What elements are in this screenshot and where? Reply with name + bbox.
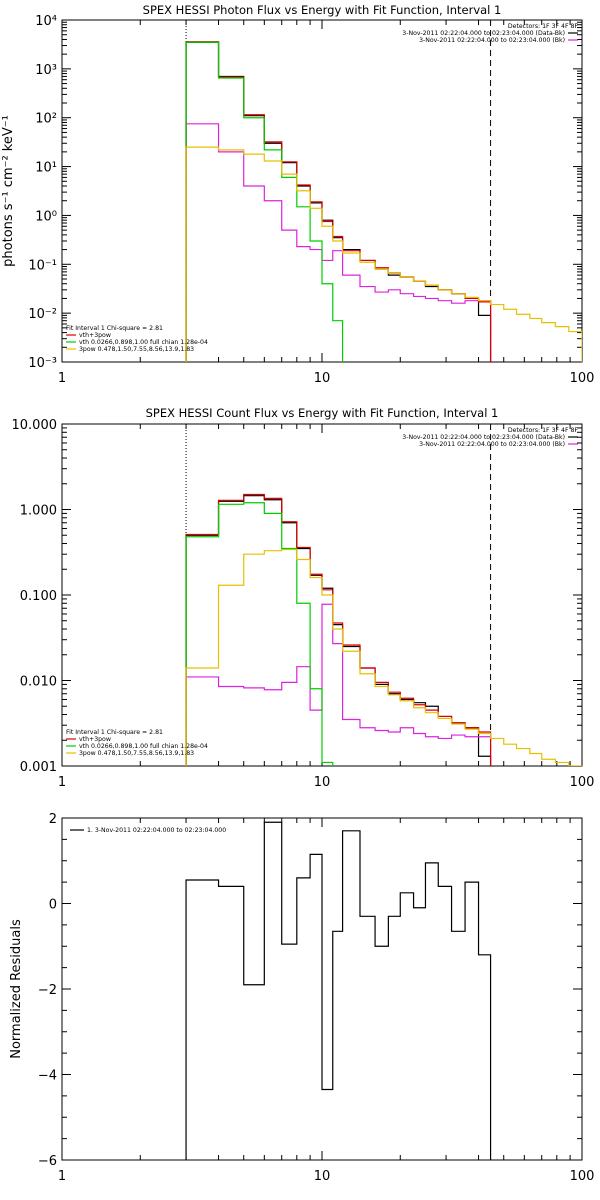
y-tick-label: 10⁴ <box>35 14 57 29</box>
y-tick-label: 0.001 <box>20 760 57 775</box>
y-tick-label: 10⁻³ <box>28 356 57 371</box>
x-tick-label: 100 <box>570 1169 595 1184</box>
x-tick-label: 1 <box>58 775 66 790</box>
y-tick-label: 10¹ <box>35 161 57 176</box>
y-tick-label: 10⁻² <box>28 307 57 322</box>
y-tick-label: 0.010 <box>20 675 57 690</box>
residuals-panel: Normalized Residuals 1 10 100 −6 −4 −2 0 2 1. 3-… <box>9 812 594 1184</box>
photon-flux-panel: SPEX HESSI Photon Flux vs Energy with Fi… <box>1 3 594 386</box>
x-tick-label: 1 <box>58 371 66 386</box>
series-line-0 <box>185 821 492 1160</box>
x-tick-label: 100 <box>570 775 595 790</box>
y-tick-label: 10³ <box>35 63 57 78</box>
y-tick-label: −2 <box>38 983 57 998</box>
y-tick-label: −4 <box>38 1069 57 1084</box>
y-tick-label: 2 <box>49 812 57 827</box>
legend-entry: 3-Nov-2011 02:22:04.000 to 02:23:04.000 … <box>402 434 565 441</box>
series-line-0 <box>185 495 492 766</box>
photon-flux-ylabel: photons s⁻¹ cm⁻² keV⁻¹ <box>1 115 16 267</box>
series-line-2 <box>185 493 492 766</box>
y-tick-label: 0 <box>49 898 57 913</box>
y-tick-label: 1.000 <box>20 504 57 519</box>
legend-header: Fit Interval 1 Chi-square = 2.81 <box>66 729 163 736</box>
count-flux-panel: SPEX HESSI Count Flux vs Energy with Fit… <box>12 406 595 790</box>
legend-entry: 3pow 0.478,1.50,7.55,8.56,13.9,1.83 <box>79 750 194 757</box>
x-tick-label: 10 <box>314 1169 331 1184</box>
legend-header: Detectors: 1F 3F 4F 8F <box>508 427 579 434</box>
count-flux-title: SPEX HESSI Count Flux vs Energy with Fit… <box>146 406 499 420</box>
series-line-3 <box>185 502 344 766</box>
series-line-1 <box>185 123 492 362</box>
y-tick-label: 10² <box>35 112 57 127</box>
series-line-3 <box>185 41 361 362</box>
legend-entry: 3pow 0.478,1.50,7.55,8.56,13.9,1.83 <box>79 346 194 353</box>
legend-entry: vth 0.0266,0.898,1.00 full chian 1.28e-0… <box>79 339 208 346</box>
series-line-2 <box>185 41 492 362</box>
x-tick-label: 10 <box>314 775 331 790</box>
y-tick-label: 10.000 <box>12 418 58 433</box>
residuals-ylabel: Normalized Residuals <box>9 919 24 1059</box>
series-line-0 <box>185 41 492 362</box>
axes-frame <box>61 19 583 363</box>
legend-header: Detectors: 1F 3F 4F 8F <box>508 23 579 30</box>
y-tick-label: 10⁰ <box>35 209 57 224</box>
legend-entry: vth+3pow <box>79 736 111 743</box>
legend-entry: 3-Nov-2011 02:22:04.000 to 02:23:04.000 … <box>419 441 565 448</box>
x-tick-label: 1 <box>58 1169 66 1184</box>
legend-header: Fit Interval 1 Chi-square = 2.81 <box>66 325 163 332</box>
legend-entry: vth+3pow <box>79 332 111 339</box>
legend-entry: vth 0.0266,0.898,1.00 full chian 1.28e-0… <box>79 743 208 750</box>
x-tick-label: 10 <box>314 371 331 386</box>
y-tick-label: −6 <box>38 1154 57 1169</box>
y-tick-label: 0.100 <box>20 589 57 604</box>
legend-entry: 1. 3-Nov-2011 02:22:04.000 to 02:23:04.0… <box>87 827 226 834</box>
legend-entry: 3-Nov-2011 02:22:04.000 to 02:23:04.000 … <box>419 37 565 44</box>
series-line-4 <box>185 146 582 362</box>
series-line-1 <box>185 603 492 766</box>
legend-entry: 3-Nov-2011 02:22:04.000 to 02:23:04.000 … <box>402 30 565 37</box>
photon-flux-title: SPEX HESSI Photon Flux vs Energy with Fi… <box>143 3 502 17</box>
y-tick-label: 10⁻¹ <box>28 258 57 273</box>
x-tick-label: 100 <box>570 371 595 386</box>
series-line-4 <box>185 548 582 766</box>
